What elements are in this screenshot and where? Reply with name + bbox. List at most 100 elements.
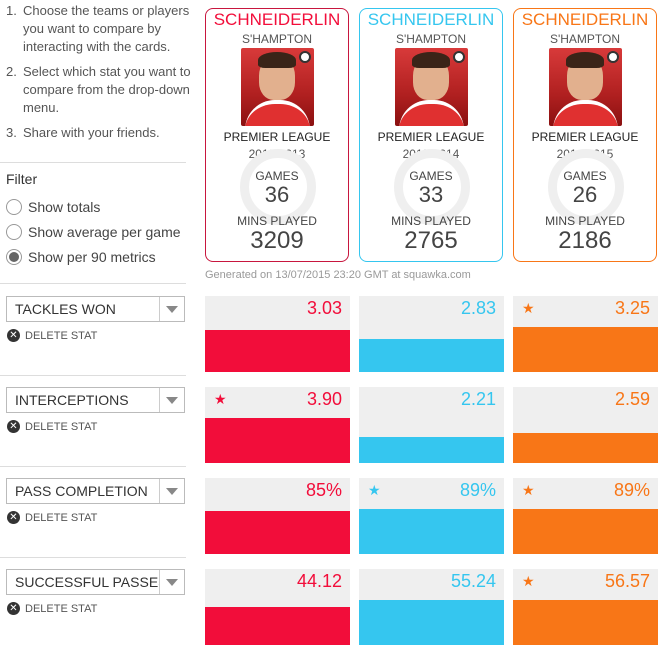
stat-value: 2.21	[460, 389, 496, 409]
player-card[interactable]: SCHNEIDERLIN S'HAMPTON PREMIER LEAGUE 20…	[513, 8, 657, 262]
games-label: GAMES	[255, 169, 299, 183]
stat-bar	[513, 509, 658, 554]
club-name: S'HAMPTON	[241, 32, 313, 46]
club-badge-icon	[453, 51, 465, 63]
divider	[0, 283, 186, 284]
stat-value: 89%	[613, 480, 650, 500]
instructions-list: 1. Choose the teams or players you want t…	[6, 2, 196, 149]
stat-cell: ★ 3.90	[205, 387, 350, 463]
games-label: GAMES	[409, 169, 453, 183]
club-badge-icon	[299, 51, 311, 63]
close-icon: ✕	[7, 602, 20, 615]
star-icon: ★	[368, 483, 381, 499]
stat-value: 44.12	[296, 571, 342, 591]
close-icon: ✕	[7, 420, 20, 433]
radio-show-average[interactable]: Show average per game	[6, 224, 181, 240]
hair-graphic	[412, 52, 450, 68]
instruction-step: 2. Select which stat you want to compare …	[6, 64, 191, 115]
stat-bar	[205, 330, 350, 372]
divider	[0, 162, 186, 163]
ring-decoration	[240, 149, 316, 225]
stat-value: 3.03	[306, 298, 342, 318]
stat-dropdown[interactable]: PASS COMPLETION	[6, 478, 185, 504]
mins-value: 3209	[250, 227, 304, 254]
stat-bar	[205, 607, 350, 645]
left-panel: 1. Choose the teams or players you want t…	[0, 0, 196, 652]
close-icon: ✕	[7, 329, 20, 342]
ring-decoration	[394, 149, 470, 225]
player-name: SCHNEIDERLIN	[521, 10, 649, 29]
stat-cell: ★ 89%	[359, 478, 504, 554]
stat-cell: 85%	[205, 478, 350, 554]
generated-note: Generated on 13/07/2015 23:20 GMT at squ…	[205, 269, 471, 281]
stat-cell: ★ 56.57	[513, 569, 658, 645]
star-icon: ★	[522, 574, 535, 590]
shirt-graphic	[399, 100, 464, 126]
mins-value: 2765	[404, 227, 458, 254]
delete-stat-button[interactable]: ✕ DELETE STAT	[7, 420, 97, 433]
stat-dropdown[interactable]: TACKLES WON	[6, 296, 185, 322]
player-photo[interactable]	[241, 48, 314, 126]
league-name: PREMIER LEAGUE	[531, 130, 639, 144]
divider	[0, 375, 186, 376]
stat-cell: 3.03	[205, 296, 350, 372]
mins-label: MINS PLAYED	[545, 214, 625, 228]
divider	[0, 557, 186, 558]
instruction-step: 1. Choose the teams or players you want t…	[6, 3, 190, 54]
shirt-graphic	[245, 100, 310, 126]
stat-cell: 2.83	[359, 296, 504, 372]
club-badge-icon	[607, 51, 619, 63]
games-value: 33	[418, 182, 444, 207]
player-photo[interactable]	[395, 48, 468, 126]
stat-bar	[513, 327, 658, 372]
player-name: SCHNEIDERLIN	[213, 10, 341, 29]
games-value: 26	[572, 182, 598, 207]
radio-button-selected[interactable]	[6, 249, 22, 265]
divider	[0, 466, 186, 467]
player-card[interactable]: SCHNEIDERLIN S'HAMPTON PREMIER LEAGUE 20…	[205, 8, 349, 262]
filter-title: Filter	[6, 171, 38, 187]
games-label: GAMES	[563, 169, 607, 183]
stat-value: 89%	[459, 480, 496, 500]
hair-graphic	[258, 52, 296, 68]
delete-stat-button[interactable]: ✕ DELETE STAT	[7, 511, 97, 524]
chevron-down-icon[interactable]	[159, 479, 184, 503]
stat-cell: 2.21	[359, 387, 504, 463]
stat-value: 85%	[305, 480, 342, 500]
mins-label: MINS PLAYED	[237, 214, 317, 228]
player-name: SCHNEIDERLIN	[367, 10, 495, 29]
player-card[interactable]: SCHNEIDERLIN S'HAMPTON PREMIER LEAGUE 20…	[359, 8, 503, 262]
mins-value: 2186	[558, 227, 612, 254]
stat-bar	[359, 509, 504, 554]
star-icon: ★	[214, 392, 227, 408]
stat-value: 3.25	[614, 298, 650, 318]
games-value: 36	[264, 182, 290, 207]
radio-button[interactable]	[6, 199, 22, 215]
stat-cell: 55.24	[359, 569, 504, 645]
stat-value: 56.57	[604, 571, 650, 591]
mins-label: MINS PLAYED	[391, 214, 471, 228]
stat-cell: 2.59	[513, 387, 658, 463]
league-name: PREMIER LEAGUE	[377, 130, 485, 144]
delete-stat-button[interactable]: ✕ DELETE STAT	[7, 329, 97, 342]
chevron-down-icon[interactable]	[159, 388, 184, 412]
stat-dropdown[interactable]: INTERCEPTIONS	[6, 387, 185, 413]
hair-graphic	[566, 52, 604, 68]
chevron-down-icon[interactable]	[159, 570, 184, 594]
stat-bar	[513, 433, 658, 463]
delete-stat-button[interactable]: ✕ DELETE STAT	[7, 602, 97, 615]
radio-show-totals[interactable]: Show totals	[6, 199, 100, 215]
star-icon: ★	[522, 483, 535, 499]
star-icon: ★	[522, 301, 535, 317]
player-photo[interactable]	[549, 48, 622, 126]
stat-bar	[359, 339, 504, 372]
stat-value: 2.83	[460, 298, 496, 318]
stat-value: 55.24	[450, 571, 496, 591]
club-name: S'HAMPTON	[549, 32, 621, 46]
stat-cell: 44.12	[205, 569, 350, 645]
chevron-down-icon[interactable]	[159, 297, 184, 321]
stat-dropdown[interactable]: SUCCESSFUL PASSES	[6, 569, 185, 595]
radio-show-per90[interactable]: Show per 90 metrics	[6, 249, 156, 265]
radio-button[interactable]	[6, 224, 22, 240]
close-icon: ✕	[7, 511, 20, 524]
